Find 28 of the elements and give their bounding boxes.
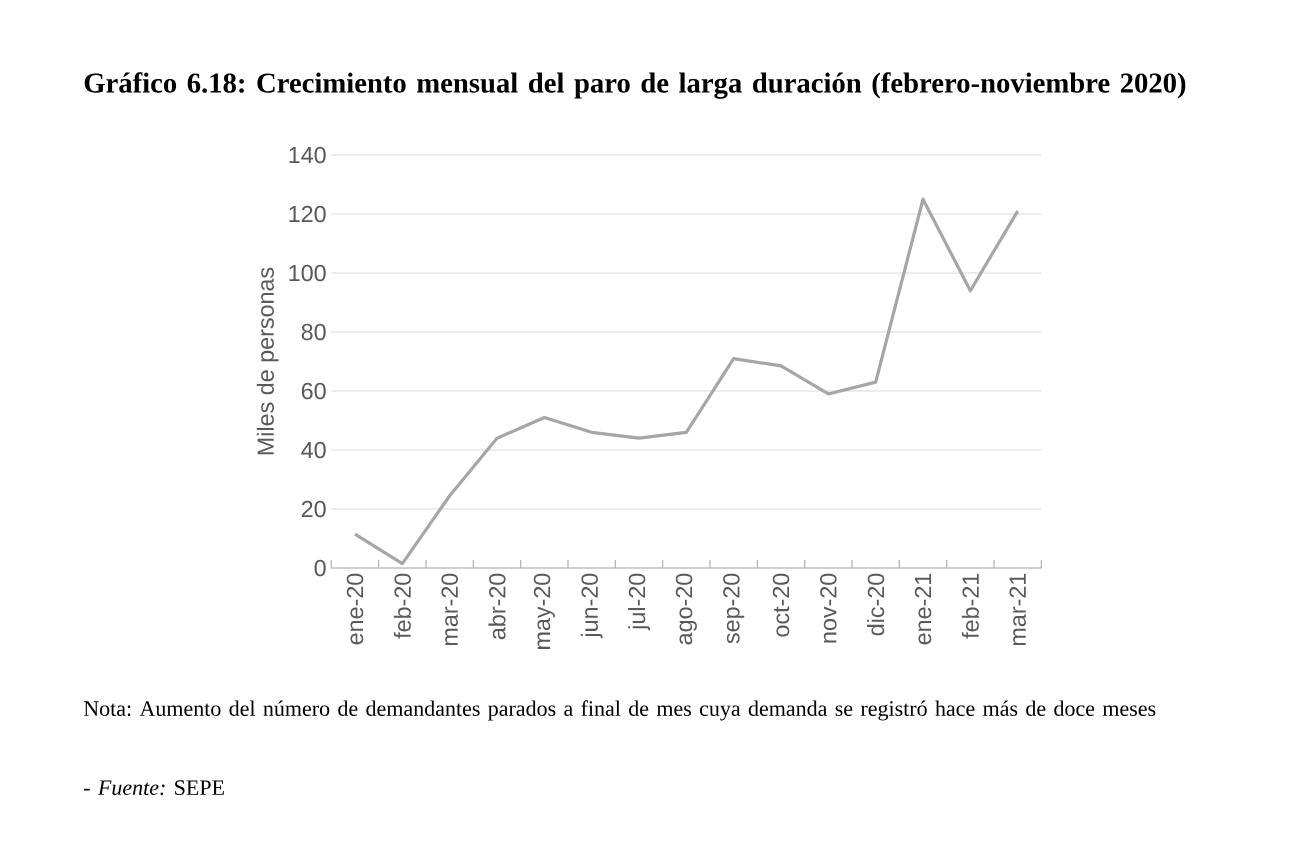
x-tick-label: may-20 — [533, 573, 555, 649]
y-tick-label: 80 — [301, 323, 326, 341]
y-tick-label: 20 — [301, 500, 326, 518]
x-tick-label: mar-20 — [441, 573, 458, 646]
x-tick-label: jul-20 — [628, 573, 650, 631]
x-tick-label: ene-21 — [914, 573, 932, 645]
x-tick-label: sep-20 — [723, 573, 745, 644]
x-tick-label: ago-20 — [675, 573, 697, 645]
x-tick-label: ene-20 — [346, 573, 364, 645]
y-tick-label: 100 — [289, 264, 326, 282]
y-tick-label: 40 — [301, 441, 326, 459]
x-tick-label: nov-20 — [820, 573, 837, 643]
x-tick-label: feb-20 — [393, 573, 411, 639]
x-tick-label: oct-20 — [772, 573, 790, 637]
line-series — [353, 197, 1020, 566]
x-tick-label: abr-20 — [488, 573, 506, 640]
x-tick-label: feb-21 — [961, 573, 979, 639]
x-tick-label: mar-21 — [1009, 573, 1026, 646]
y-tick-label: 60 — [301, 382, 326, 400]
x-tick-label: jun-20 — [580, 573, 603, 639]
x-tick-label: dic-20 — [867, 573, 885, 636]
y-axis-title: Miles de personas — [256, 267, 279, 455]
text: - Fuente: SEPE — [84, 780, 224, 796]
y-tick-label: 140 — [289, 146, 326, 164]
y-tick-label: 120 — [289, 205, 326, 223]
text: Nota: Aumento del número de demandantes parados a final de mes cuya demanda se registró hace más de doce meses — [83, 700, 1156, 721]
chart-title: Gráfico 6.18: Crecimiento mensual del paro de larga duración (febrero-noviembre 2020) — [84, 72, 1186, 99]
y-tick-label: 0 — [314, 559, 326, 577]
